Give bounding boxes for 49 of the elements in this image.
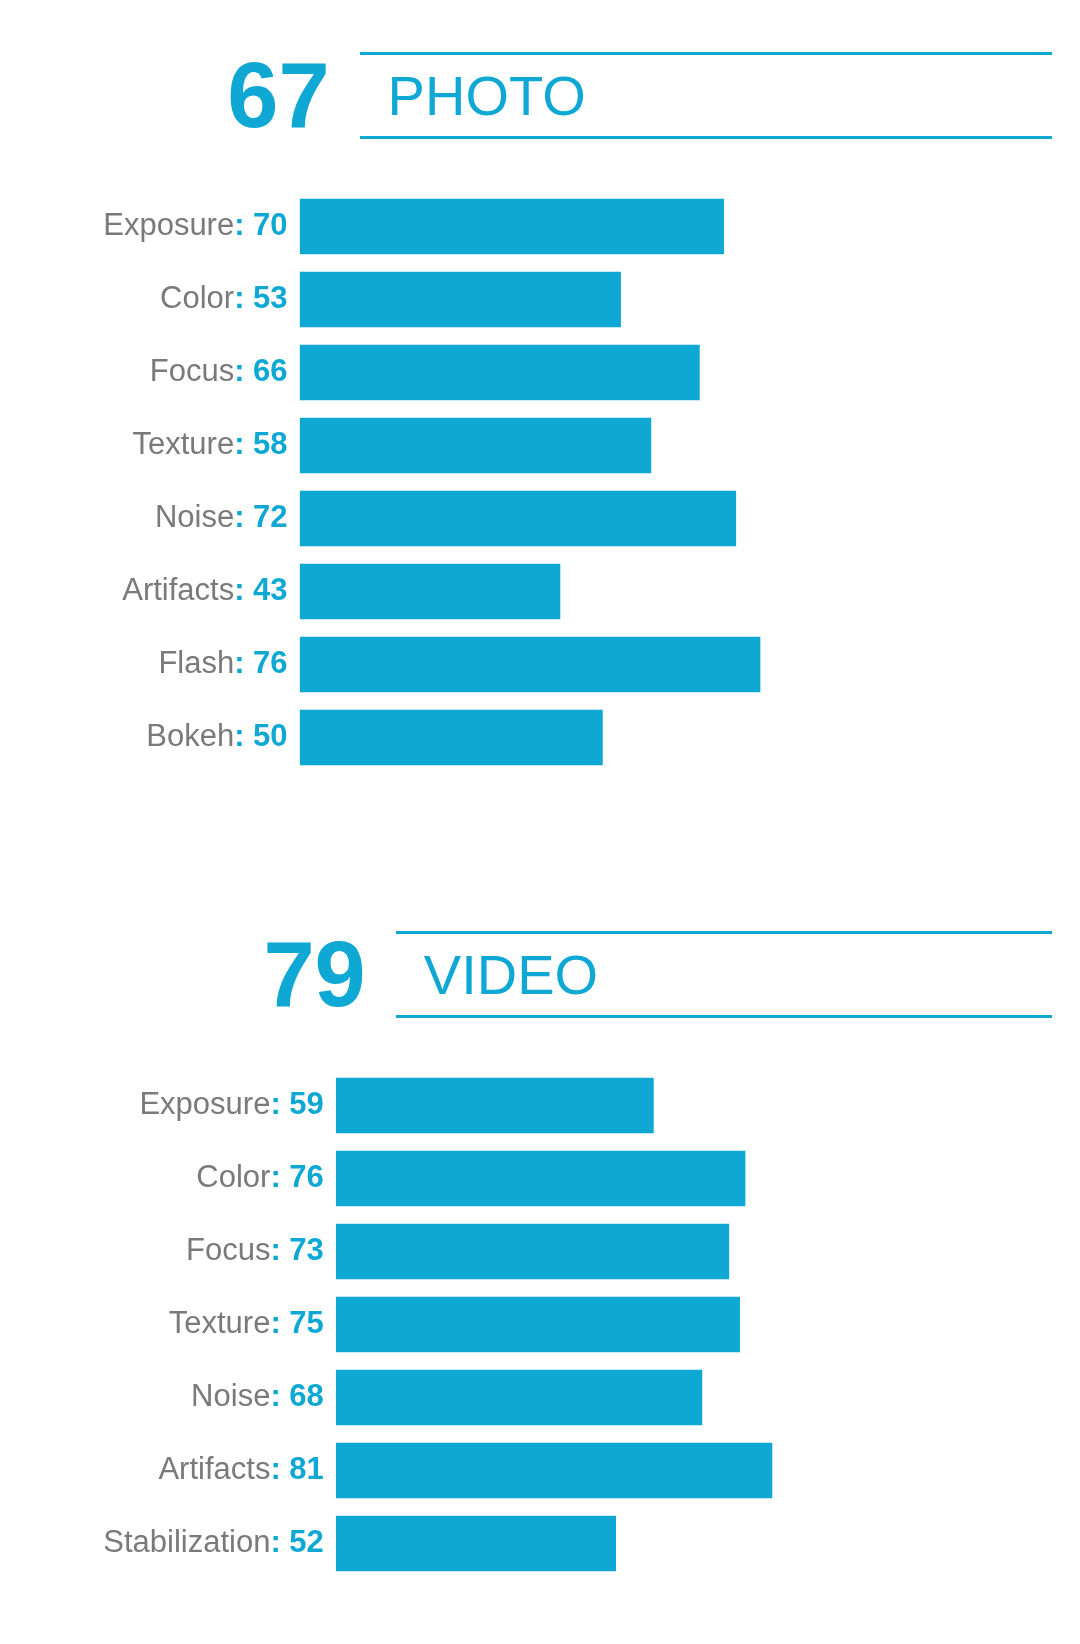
bar: [335, 1369, 703, 1426]
data-label: : 75: [270, 1305, 324, 1341]
data-label: : 50: [234, 718, 288, 754]
y-tick-label: Exposure: [103, 207, 235, 243]
bar: [299, 417, 652, 474]
bar: [335, 1223, 730, 1280]
y-tick-label: Flash: [158, 645, 235, 681]
data-label: : 76: [270, 1159, 324, 1195]
data-label: : 52: [270, 1524, 324, 1560]
y-tick-label: Artifacts: [158, 1451, 271, 1487]
data-label: : 58: [234, 426, 288, 462]
data-label: : 73: [270, 1232, 324, 1268]
y-tick-label: Color: [160, 280, 235, 316]
data-label: : 81: [270, 1451, 324, 1487]
data-label: : 59: [270, 1086, 324, 1122]
y-tick-label: Color: [196, 1159, 271, 1195]
y-tick-label: Focus: [185, 1232, 271, 1268]
bar: [299, 709, 603, 766]
data-label: : 66: [234, 353, 288, 389]
bar: [299, 271, 621, 328]
data-label: : 70: [234, 207, 288, 243]
data-label: : 76: [234, 645, 288, 681]
text: 79: [263, 922, 366, 1025]
bar: [299, 344, 700, 401]
y-tick-label: Bokeh: [146, 718, 235, 754]
text: 67: [227, 43, 330, 146]
bar: [335, 1296, 740, 1353]
y-tick-label: Noise: [191, 1378, 271, 1414]
bar: [335, 1077, 654, 1134]
y-tick-label: Exposure: [139, 1086, 271, 1122]
bar: [299, 563, 561, 620]
y-tick-label: Artifacts: [122, 572, 235, 608]
bar: [335, 1442, 773, 1499]
bar: [335, 1150, 746, 1207]
data-label: : 53: [234, 280, 288, 316]
bar: [299, 490, 737, 547]
bar: [299, 636, 761, 693]
chart-title: PHOTO: [359, 51, 1052, 139]
data-label: : 43: [234, 572, 288, 608]
y-tick-label: Noise: [154, 499, 235, 535]
y-tick-label: Texture: [132, 426, 235, 462]
y-tick-label: Texture: [168, 1305, 271, 1341]
chart-title: VIDEO: [395, 930, 1052, 1018]
y-tick-label: Focus: [149, 353, 235, 389]
bar: [299, 198, 724, 255]
data-label: : 68: [270, 1378, 324, 1414]
y-tick-label: Stabilization: [103, 1524, 271, 1560]
data-label: : 72: [234, 499, 288, 535]
bar: [335, 1515, 617, 1572]
